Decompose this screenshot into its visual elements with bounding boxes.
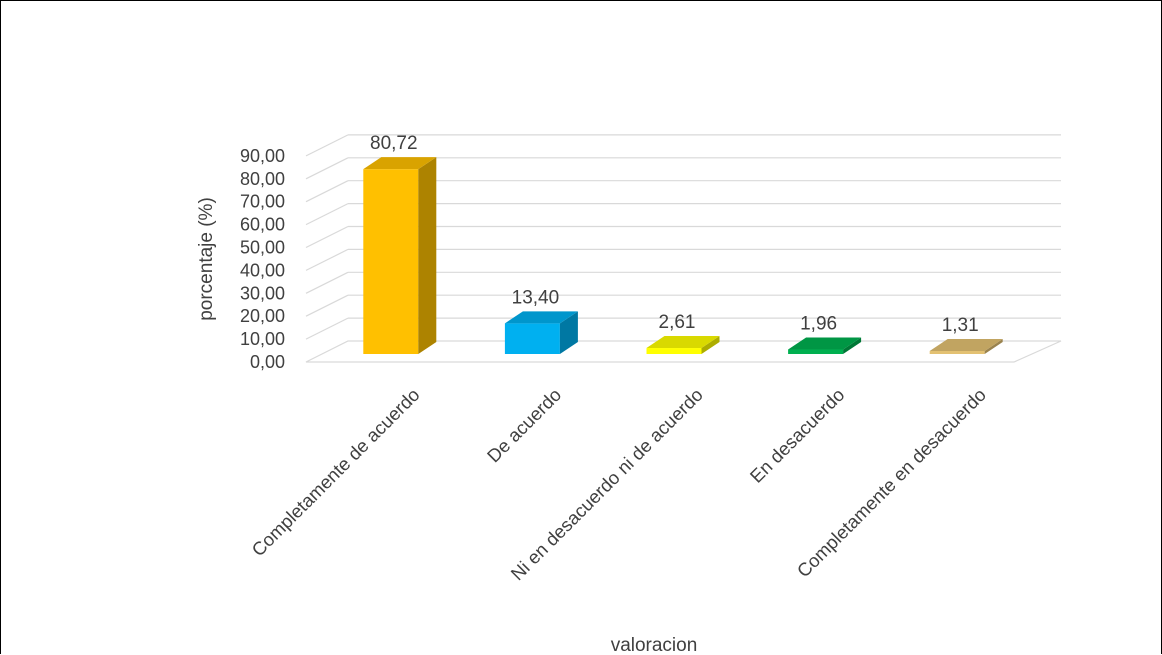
y-tick-label: 40,00: [240, 260, 285, 280]
data-labels: 80,72 13,40 2,61 1,96 1,31: [370, 133, 979, 336]
x-axis-title: valoracion: [611, 635, 698, 655]
data-label: 2,61: [659, 312, 696, 333]
bar-top-face: [363, 157, 437, 170]
category-label: Completamente de acuerdo: [247, 384, 423, 560]
bar-front-face: [363, 169, 419, 354]
side-gridline: [305, 248, 349, 271]
side-gridline: [305, 294, 349, 317]
y-tick-label: 70,00: [240, 192, 285, 212]
data-label: 1,96: [800, 314, 837, 335]
bar: [788, 337, 862, 354]
bar-front-face: [788, 349, 844, 354]
bar-front-face: [929, 351, 985, 354]
side-gridline: [305, 203, 349, 226]
y-tick-label: 60,00: [240, 215, 285, 235]
bar: [363, 157, 437, 354]
side-gridline: [305, 317, 349, 340]
y-tick-label: 10,00: [240, 329, 285, 349]
y-tick-label: 50,00: [240, 238, 285, 258]
bar: [504, 311, 578, 354]
side-gridline: [305, 180, 349, 203]
y-tick-label: 30,00: [240, 283, 285, 303]
data-label: 13,40: [512, 287, 560, 308]
gridlines: [305, 134, 1062, 363]
bar-top-face: [788, 337, 862, 350]
bar-side-face: [418, 157, 437, 354]
category-label: En desacuerdo: [746, 384, 849, 487]
data-label: 80,72: [370, 133, 418, 154]
side-gridline: [305, 134, 349, 157]
bar-side-face: [701, 336, 720, 354]
y-axis-title: porcentaje (%): [196, 197, 217, 321]
side-gridline: [305, 271, 349, 294]
bar-top-face: [504, 311, 578, 324]
bar-side-face: [984, 339, 1003, 354]
side-gridline: [305, 225, 349, 249]
bar-side-face: [559, 311, 578, 354]
y-tick-label: 20,00: [240, 306, 285, 326]
floor-plane: [305, 340, 1062, 363]
bar: [929, 339, 1003, 354]
side-gridline: [305, 157, 349, 180]
bar-top-face: [929, 339, 1003, 352]
y-tick-label: 80,00: [240, 169, 285, 189]
bar-front-face: [504, 323, 560, 354]
data-label: 1,31: [942, 315, 979, 336]
bar-front-face: [646, 348, 702, 354]
bar-side-face: [843, 337, 862, 354]
y-tick-label: 0,00: [250, 352, 285, 372]
y-tick-label: 90,00: [240, 146, 285, 166]
bars: [363, 157, 1003, 354]
bar-top-face: [646, 336, 720, 349]
category-label: De acuerdo: [483, 384, 565, 466]
bar: [646, 336, 720, 354]
